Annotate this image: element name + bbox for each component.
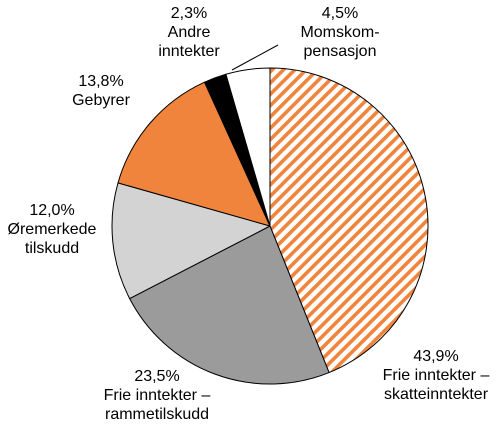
pie-slice-oremerkede-tilskudd (111, 182, 271, 300)
label-rammetilskudd: 23,5% Frie inntekter – rammetilskudd (103, 368, 211, 423)
momskompensasjon-leader-line (231, 44, 279, 71)
pie-slice-rammetilskudd (129, 225, 330, 385)
label-andre-inntekter: 2,3% Andre inntekter (158, 5, 220, 60)
label-skatteinntekter: 43,9% Frie inntekter – skatteinntekter (382, 348, 490, 403)
label-oremerkede-tilskudd: 12,0% Øremerkede tilskudd (7, 202, 97, 257)
label-gebyrer: 13,8% Gebyrer (72, 73, 130, 109)
pie-slice-skatteinntekter (269, 67, 429, 374)
pie-slices (111, 67, 429, 385)
label-momskompensasjon: 4,5% Momskom- pensasjon (300, 5, 380, 60)
pie-slice-momskompensasjon (225, 67, 271, 227)
pie-slice-gebyrer (117, 81, 271, 227)
